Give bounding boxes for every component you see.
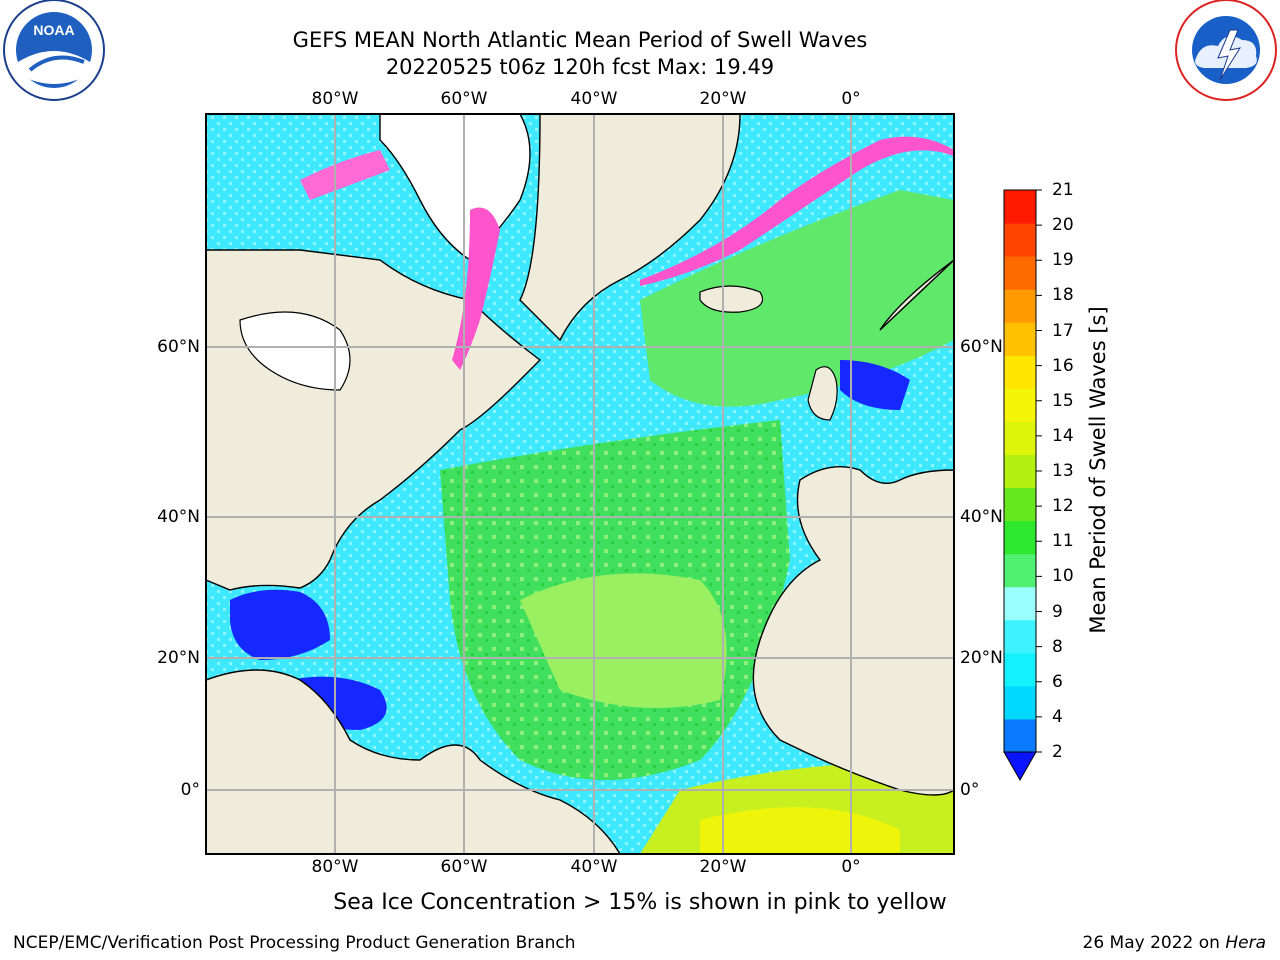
colorbar-swatch — [1004, 388, 1036, 422]
colorbar-tick-label: 8 — [1052, 636, 1063, 657]
lat-tick-left: 40°N — [157, 507, 200, 527]
lat-tick-right: 0° — [960, 780, 980, 800]
north-sea-short-period — [840, 360, 910, 410]
sea-ice-caption: Sea Ice Concentration > 15% is shown in … — [333, 890, 947, 915]
map-frame — [205, 113, 955, 855]
colorbar-tick-label: 12 — [1052, 496, 1074, 517]
colorbar-swatch — [1004, 520, 1036, 555]
colorbar-under-arrow — [1003, 751, 1037, 782]
lat-tick-right: 40°N — [960, 507, 1003, 527]
lat-tick-left: 60°N — [157, 337, 200, 357]
colorbar-tick-label: 20 — [1052, 215, 1074, 236]
land-united-kingdom — [807, 366, 838, 421]
colorbar-swatch — [1004, 652, 1036, 687]
nws-logo — [1175, 0, 1277, 101]
colorbar-swatch — [1004, 421, 1036, 455]
land-south-america — [206, 669, 621, 854]
colorbar-swatch — [1004, 619, 1036, 654]
colorbar-swatch — [1004, 685, 1036, 720]
lon-tick-bottom: 80°W — [311, 857, 359, 877]
gulf-of-mexico-short-period — [230, 589, 330, 660]
land-iceland — [699, 285, 764, 313]
lon-tick-top: 80°W — [311, 89, 359, 109]
colorbar-swatch — [1004, 190, 1036, 224]
colorbar-tick-label: 11 — [1052, 531, 1074, 552]
lon-tick-bottom: 0° — [841, 857, 861, 877]
colorbar-tick-label: 16 — [1052, 355, 1074, 376]
colorbar-swatch — [1004, 454, 1036, 489]
sea-ice-east-greenland — [640, 136, 954, 286]
colorbar-label: Mean Period of Swell Waves [s] — [1086, 306, 1110, 634]
lon-tick-top: 20°W — [699, 89, 747, 109]
colorbar-tick-label: 2 — [1052, 742, 1063, 762]
lon-tick-top: 0° — [841, 89, 861, 109]
colorbar — [1003, 189, 1042, 782]
colorbar-swatch — [1004, 487, 1036, 522]
colorbar-swatch — [1004, 718, 1036, 753]
colorbar-swatch — [1004, 223, 1036, 257]
sea-ice-arctic — [300, 150, 390, 200]
colorbar-tick-label: 9 — [1052, 601, 1063, 622]
swell-zone-northeast — [640, 190, 954, 407]
colorbar-swatch — [1004, 355, 1036, 389]
colorbar-swatch — [1004, 256, 1036, 290]
land-europe-africa — [752, 259, 954, 854]
colorbar-tick-label: 6 — [1052, 671, 1063, 692]
footer-date-text: 26 May 2022 on — [1082, 933, 1220, 953]
lon-tick-top: 60°W — [440, 89, 488, 109]
colorbar-tick-label: 10 — [1052, 566, 1074, 587]
lon-tick-top: 40°W — [570, 89, 618, 109]
noaa-logo: NOAA — [3, 0, 105, 101]
lon-tick-bottom: 40°W — [570, 857, 618, 877]
noaa-logo-text: NOAA — [33, 22, 74, 38]
colorbar-tick-label: 4 — [1052, 706, 1063, 727]
colorbar-tick-label: 19 — [1052, 250, 1074, 271]
graticule — [206, 114, 954, 854]
colorbar-swatch — [1004, 586, 1036, 621]
hudson-bay — [239, 311, 351, 391]
colorbar-tick-label: 14 — [1052, 425, 1074, 446]
map-subtitle: 20220525 t06z 120h fcst Max: 19.49 — [385, 55, 775, 79]
colorbar-tick-label: 15 — [1052, 390, 1074, 411]
colorbar-tick-label: 17 — [1052, 320, 1074, 341]
footer-credit: NCEP/EMC/Verification Post Processing Pr… — [13, 933, 576, 953]
colorbar-swatch — [1004, 289, 1036, 323]
footer-date: 26 May 2022 on Hera — [1083, 933, 1267, 953]
colorbar-tick-label: 18 — [1052, 285, 1074, 306]
lon-tick-bottom: 20°W — [699, 857, 747, 877]
lon-tick-bottom: 60°W — [440, 857, 488, 877]
map-title: GEFS MEAN North Atlantic Mean Period of … — [292, 28, 868, 52]
lat-tick-right: 20°N — [960, 648, 1003, 668]
colorbar-swatch — [1004, 322, 1036, 356]
lat-tick-right: 60°N — [960, 337, 1003, 357]
footer-host: Hera — [1225, 933, 1266, 953]
lat-tick-left: 0° — [180, 780, 200, 800]
colorbar-swatch — [1004, 553, 1036, 588]
colorbar-tick-label: 13 — [1052, 461, 1074, 481]
swell-zone-yellowgreen — [520, 573, 727, 708]
colorbar-tick-label: 21 — [1052, 180, 1074, 200]
lat-tick-left: 20°N — [157, 648, 200, 668]
